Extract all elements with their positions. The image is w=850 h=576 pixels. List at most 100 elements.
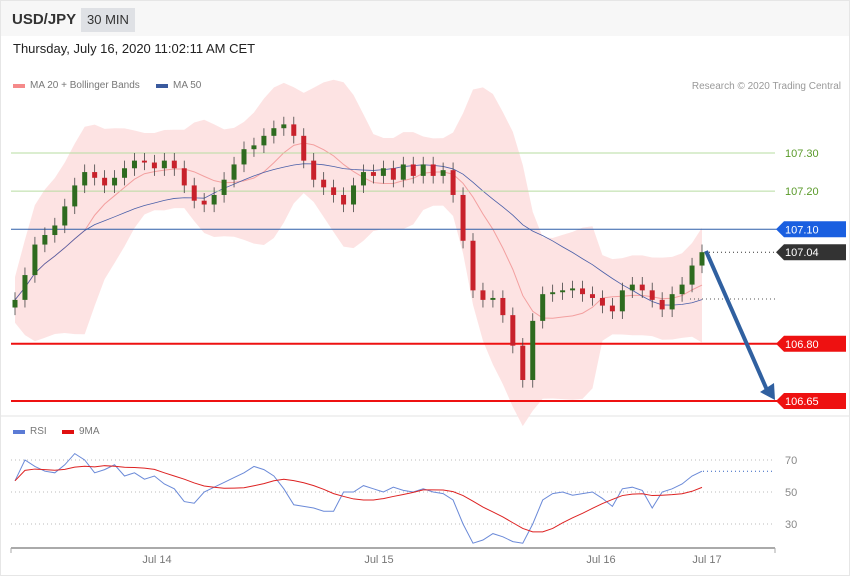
candle-body	[380, 168, 386, 176]
legend-rsi: RSI	[13, 426, 47, 437]
candle-body	[699, 252, 705, 266]
level-label-106.65: 106.65	[785, 396, 819, 408]
candle-body	[112, 177, 118, 186]
candle-body	[92, 172, 98, 178]
candle-body	[410, 164, 416, 176]
candle-body	[351, 185, 357, 205]
candle-body	[251, 145, 257, 150]
candle-body	[649, 290, 655, 300]
candle	[321, 172, 327, 195]
candle	[42, 227, 48, 253]
candle	[82, 164, 88, 194]
candle-body	[151, 162, 157, 169]
candle-body	[271, 128, 277, 136]
candle-body	[619, 290, 625, 312]
candle	[92, 164, 98, 186]
candle	[32, 236, 38, 283]
candle-body	[400, 164, 406, 180]
candle	[131, 153, 137, 176]
timeframe-button[interactable]: 30 MIN	[81, 8, 135, 32]
candle	[360, 164, 366, 194]
candle	[72, 177, 78, 215]
level-tag-106.80	[776, 335, 846, 352]
ma20-line	[14, 142, 703, 319]
candle	[520, 338, 526, 388]
candle-body	[331, 187, 337, 195]
candle	[380, 160, 386, 184]
candle	[410, 156, 416, 184]
header: USD/JPY 30 MIN	[1, 1, 849, 36]
ma50-line	[14, 163, 703, 306]
candle-body	[281, 124, 287, 129]
candle	[649, 282, 655, 308]
candle	[599, 290, 605, 314]
candle-body	[321, 179, 327, 188]
candle	[570, 280, 576, 298]
candle	[181, 160, 187, 194]
candle-body	[659, 299, 665, 310]
candle-body	[390, 168, 396, 180]
candle-body	[291, 124, 297, 136]
candle-body	[639, 284, 645, 291]
candle-body	[669, 294, 675, 310]
candle	[460, 187, 466, 249]
candle	[629, 276, 635, 298]
candle	[291, 116, 297, 144]
candle-body	[550, 292, 556, 295]
candle-body	[301, 135, 307, 161]
candle	[261, 128, 267, 153]
rsi-9ma-line	[14, 465, 703, 533]
candle-body	[191, 185, 197, 201]
legend-9ma-label: 9MA	[79, 426, 100, 437]
candle-body	[430, 164, 436, 176]
level-label-107.04: 107.04	[785, 247, 819, 259]
candle	[241, 141, 247, 173]
candle	[331, 179, 337, 203]
candle-body	[589, 294, 595, 298]
candle-body	[201, 200, 207, 205]
copyright: Research © 2020 Trading Central	[691, 81, 841, 92]
candle-body	[490, 297, 496, 300]
candle	[171, 153, 177, 176]
candle-body	[161, 160, 167, 169]
candle	[699, 244, 705, 274]
candle-body	[560, 290, 566, 293]
candle	[281, 116, 287, 136]
candle	[430, 156, 436, 184]
candle	[62, 198, 68, 234]
x-tick-label: Jul 14	[142, 554, 171, 566]
candle-body	[82, 172, 88, 186]
candle	[580, 280, 586, 302]
candle	[540, 286, 546, 329]
candle	[450, 162, 456, 203]
candle-body	[689, 265, 695, 285]
rsi-line	[14, 452, 703, 544]
candle-body	[221, 179, 227, 195]
candle	[122, 160, 128, 186]
symbol: USD/JPY	[12, 11, 77, 28]
candle	[669, 286, 675, 318]
candle	[370, 164, 376, 184]
datetime: Thursday, July 16, 2020 11:02:11 AM CET	[13, 41, 256, 56]
candle-body	[530, 320, 536, 380]
candle	[490, 290, 496, 308]
x-tick-label: Jul 17	[692, 554, 721, 566]
candle	[440, 162, 446, 184]
candle-body	[420, 164, 426, 176]
candle	[530, 313, 536, 388]
candle	[400, 156, 406, 188]
candle-body	[311, 160, 317, 180]
candle	[619, 282, 625, 319]
candle	[341, 187, 347, 213]
x-tick-label: Jul 15	[364, 554, 393, 566]
legend-ma50-label: MA 50	[173, 80, 202, 91]
candle-body	[679, 284, 685, 295]
candle	[201, 193, 207, 213]
candle	[52, 217, 58, 243]
bollinger-band	[15, 79, 702, 427]
candle	[151, 154, 157, 176]
candle-body	[62, 206, 68, 226]
candle-body	[241, 149, 247, 165]
candle-body	[599, 297, 605, 306]
